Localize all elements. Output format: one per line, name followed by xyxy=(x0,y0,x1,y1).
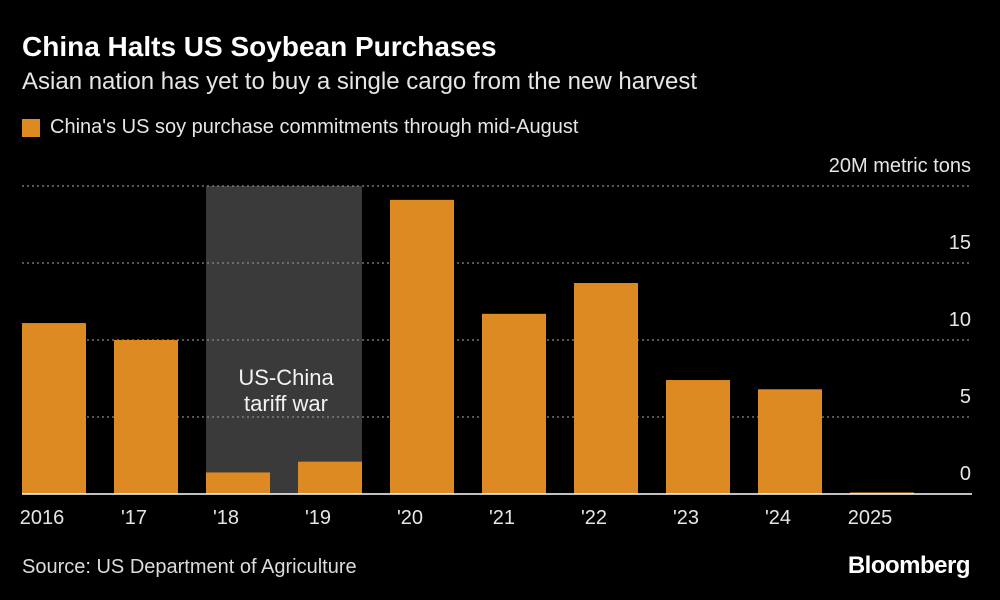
y-tick-label: 5 xyxy=(960,386,971,408)
source-note: Source: US Department of Agriculture xyxy=(22,556,357,578)
bar-'21 xyxy=(482,313,546,494)
y-tick-label: 0 xyxy=(960,463,971,485)
bar-'24 xyxy=(758,389,822,494)
x-tick-label: '24 xyxy=(765,507,791,529)
shaded-region-label: US-China xyxy=(238,365,334,390)
bar-2025 xyxy=(850,492,914,494)
bar-'17 xyxy=(114,340,178,494)
bloomberg-logo: Bloomberg xyxy=(847,552,971,579)
bar-2016 xyxy=(22,323,86,494)
chart-title: China Halts US Soybean Purchases xyxy=(22,31,497,62)
x-tick-label: '23 xyxy=(673,507,699,529)
x-tick-label: '20 xyxy=(397,507,423,529)
bar-'19 xyxy=(298,461,362,494)
y-tick-label: 20M metric tons xyxy=(829,155,971,177)
x-tick-label: '19 xyxy=(305,507,331,529)
x-tick-label: 2025 xyxy=(848,507,893,529)
legend: China's US soy purchase commitments thro… xyxy=(22,116,579,139)
x-tick-label: 2016 xyxy=(20,507,65,529)
bar-'22 xyxy=(574,283,638,494)
y-tick-label: 10 xyxy=(949,309,971,331)
legend-swatch xyxy=(22,118,40,137)
chart-subtitle: Asian nation has yet to buy a single car… xyxy=(22,68,698,95)
bar-'23 xyxy=(666,380,730,494)
x-tick-label: '17 xyxy=(121,507,147,529)
x-tick-label: '22 xyxy=(581,507,607,529)
legend-label: China's US soy purchase commitments thro… xyxy=(50,116,579,138)
x-tick-label: '18 xyxy=(213,507,239,529)
bar-'18 xyxy=(206,472,270,494)
y-tick-label: 15 xyxy=(949,232,971,254)
shaded-region-label: tariff war xyxy=(244,391,328,416)
bar-'20 xyxy=(390,199,454,495)
x-tick-label: '21 xyxy=(489,507,515,529)
